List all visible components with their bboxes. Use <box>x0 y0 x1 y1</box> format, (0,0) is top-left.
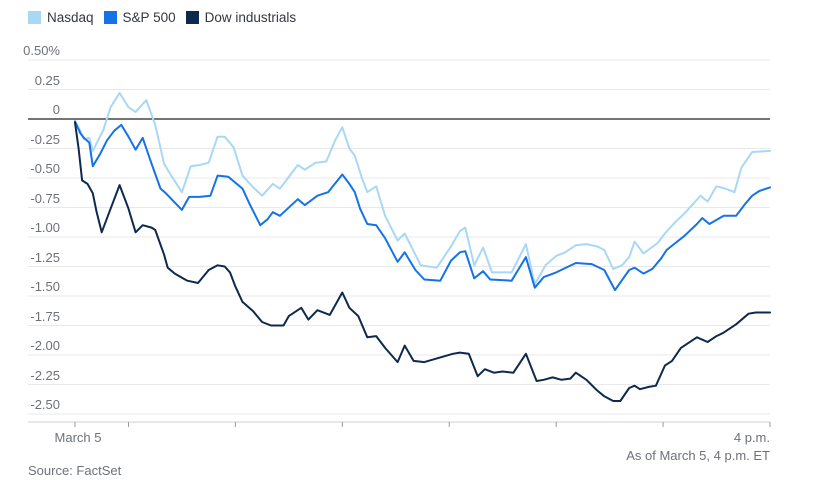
legend-label: Nasdaq <box>47 10 94 25</box>
source-note: Source: FactSet <box>28 463 122 478</box>
chart-legend: Nasdaq S&P 500 Dow industrials <box>28 10 296 25</box>
y-axis-label: -1.50 <box>30 279 60 294</box>
y-axis-label: -0.25 <box>30 131 60 147</box>
y-axis-label: -1.25 <box>30 249 60 265</box>
nasdaq-line <box>74 92 771 286</box>
y-axis-label: -0.50 <box>30 161 60 176</box>
y-axis-label: -1.75 <box>30 308 60 324</box>
y-axis-label: -2.50 <box>30 397 60 412</box>
nasdaq-swatch-icon <box>28 11 41 24</box>
as-of-note: As of March 5, 4 p.m. ET <box>626 448 770 463</box>
y-axis-label: -1.00 <box>30 220 60 235</box>
y-axis-label: 0.25 <box>34 72 60 88</box>
y-axis-label: -2.00 <box>30 338 60 353</box>
y-axis-label: -0.75 <box>30 190 60 206</box>
x-axis-start-label: March 5 <box>54 430 102 445</box>
dow-line <box>74 121 771 402</box>
x-axis-end-label: 4 p.m. <box>733 430 770 445</box>
y-axis-label: 0 <box>52 102 60 117</box>
legend-label: Dow industrials <box>204 10 297 25</box>
y-axis-label: -2.25 <box>30 367 60 383</box>
plot-area <box>28 59 771 427</box>
y-axis-label: 0.50% <box>23 43 60 58</box>
legend-label: S&P 500 <box>122 10 176 25</box>
sp500-line <box>74 120 771 292</box>
legend-item-sp500: S&P 500 <box>103 10 176 25</box>
dow-swatch-icon <box>185 11 199 24</box>
legend-item-dow: Dow industrials <box>185 10 297 25</box>
sp500-swatch-icon <box>103 11 117 24</box>
legend-item-nasdaq: Nasdaq <box>28 10 94 25</box>
